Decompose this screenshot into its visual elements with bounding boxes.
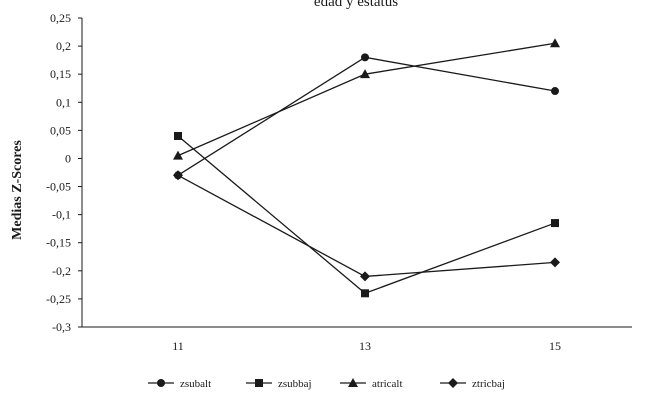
y-tick-label: -0,25 bbox=[46, 292, 71, 306]
y-tick-label: -0,3 bbox=[52, 320, 71, 334]
data-point-ztricbaj bbox=[550, 257, 560, 268]
y-axis-title: Medias Z-Scores bbox=[10, 140, 25, 240]
y-tick-label: 0,2 bbox=[56, 39, 71, 53]
legend-marker bbox=[448, 378, 458, 388]
data-point-zsubbaj bbox=[551, 219, 559, 228]
legend-item-zsubbaj: zsubbaj bbox=[246, 378, 312, 390]
chart-title: edad y estatus bbox=[314, 0, 398, 10]
legend: zsubalt zsubbaj atricalt ztricbaj bbox=[148, 378, 505, 390]
y-tick-label: 0,05 bbox=[50, 123, 71, 137]
series-atricalt bbox=[173, 38, 560, 160]
y-tick-label: -0,1 bbox=[52, 208, 71, 222]
y-tick-label: -0,15 bbox=[46, 236, 71, 250]
data-point-ztricbaj bbox=[173, 170, 183, 181]
series-line-ztricbaj bbox=[177, 174, 556, 278]
x-axis-ticks: 11 13 15 bbox=[172, 339, 561, 353]
legend-item-zsubalt: zsubalt bbox=[148, 378, 211, 390]
legend-item-atricalt: atricalt bbox=[340, 378, 403, 390]
legend-label: ztricbaj bbox=[472, 378, 505, 390]
series-ztricbaj bbox=[173, 170, 560, 282]
data-point-zsubbaj bbox=[174, 131, 182, 140]
legend-marker bbox=[348, 378, 358, 387]
data-point-atricalt bbox=[173, 150, 183, 160]
data-point-zsubbaj bbox=[361, 289, 369, 298]
data-point-atricalt bbox=[360, 69, 370, 79]
y-tick-label: 0,25 bbox=[50, 11, 71, 25]
x-tick-label: 15 bbox=[549, 339, 561, 353]
data-point-zsubalt bbox=[361, 53, 369, 62]
x-tick-label: 11 bbox=[172, 339, 184, 353]
data-point-atricalt bbox=[550, 38, 560, 48]
data-point-zsubalt bbox=[551, 87, 559, 96]
y-tick-label: 0,15 bbox=[50, 67, 71, 81]
y-tick-label: 0,1 bbox=[56, 95, 71, 109]
series-line-zsubbaj bbox=[177, 135, 556, 295]
data-point-ztricbaj bbox=[360, 271, 370, 282]
legend-marker bbox=[157, 379, 165, 387]
y-axis-ticks: 0,25 0,2 0,15 0,1 0,05 0 -0,05 -0,1 -0,15 -0,2 -0,… bbox=[46, 11, 82, 334]
x-tick-label: 13 bbox=[359, 339, 371, 353]
legend-item-ztricbaj: ztricbaj bbox=[440, 378, 505, 390]
legend-label: atricalt bbox=[372, 378, 403, 390]
y-tick-label: -0,2 bbox=[52, 264, 71, 278]
legend-label: zsubalt bbox=[180, 378, 211, 390]
y-tick-label: -0,05 bbox=[46, 180, 71, 194]
y-tick-label: 0 bbox=[65, 151, 71, 165]
series-zsubbaj bbox=[174, 131, 559, 298]
series-group bbox=[173, 38, 560, 298]
legend-label: zsubbaj bbox=[278, 378, 312, 390]
legend-marker bbox=[255, 379, 263, 387]
axes bbox=[81, 18, 632, 328]
